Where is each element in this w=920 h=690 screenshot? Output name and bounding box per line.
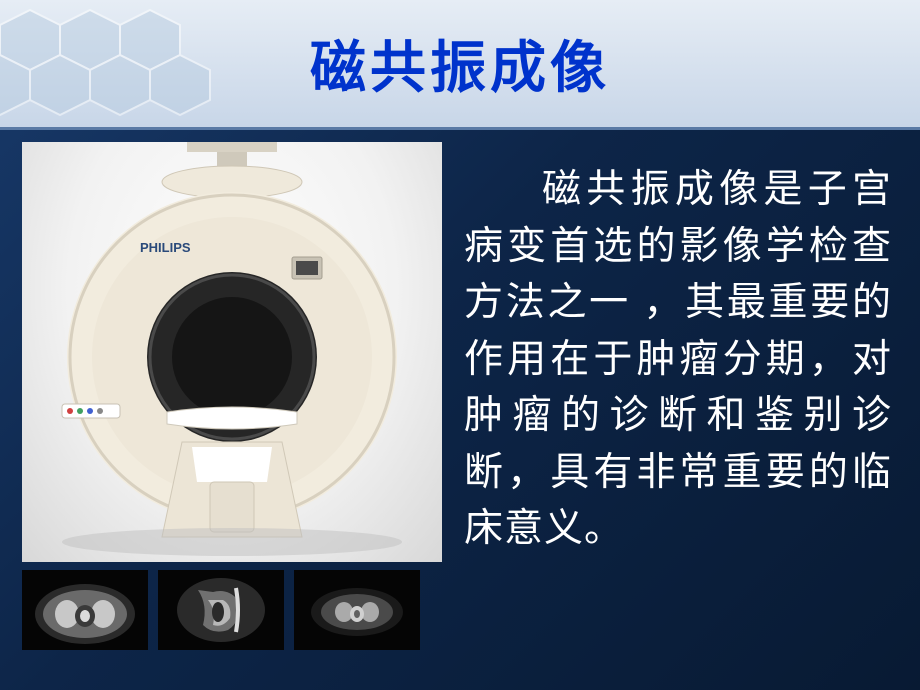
slide-content: PHILIPS [0,130,920,690]
thumb-sagittal-pelvis-t2 [158,570,284,650]
mri-machine-image: PHILIPS [22,142,442,562]
thumb-axial-pelvis-t2 [22,570,148,650]
thumbnail-row [22,570,442,650]
brand-label: PHILIPS [140,240,191,255]
slide-title: 磁共振成像 [310,23,610,104]
right-column: 磁共振成像是子宫病变首选的影像学检查方法之一 ，其最重要的作用在于肿瘤分期，对肿… [460,142,900,680]
slide-body-text: 磁共振成像是子宫病变首选的影像学检查方法之一 ，其最重要的作用在于肿瘤分期，对肿… [464,162,892,558]
thumb-axial-pelvis-fs [294,570,420,650]
slide-header: 磁共振成像 [0,0,920,130]
hexagon-pattern [0,0,260,130]
left-column: PHILIPS [22,142,442,680]
